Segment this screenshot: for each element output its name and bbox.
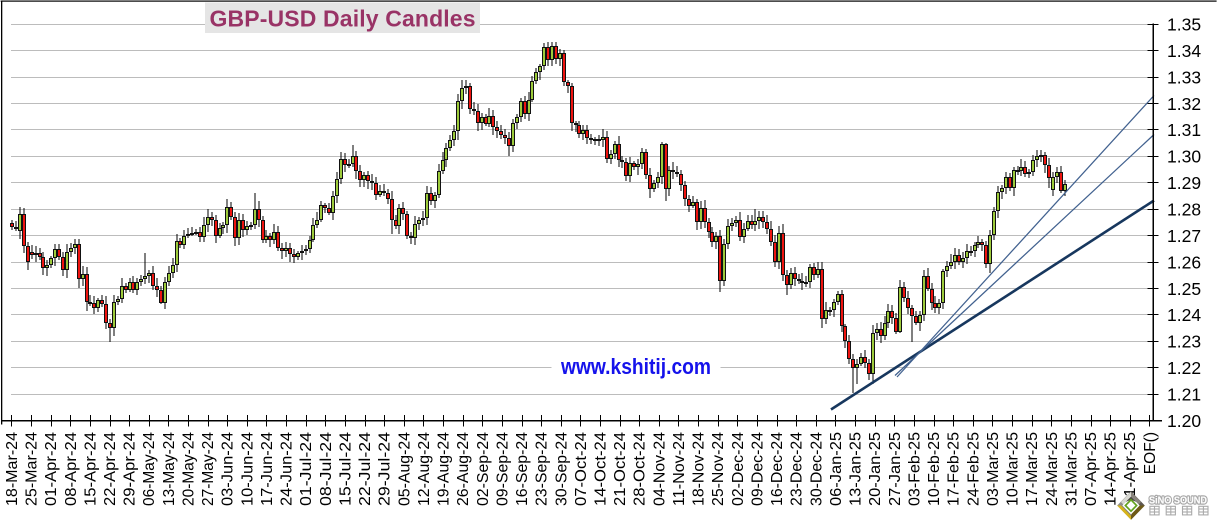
svg-text:17-Jun-24: 17-Jun-24 bbox=[259, 432, 276, 506]
svg-text:20-May-24: 20-May-24 bbox=[180, 432, 197, 506]
svg-text:1.32: 1.32 bbox=[1167, 94, 1201, 114]
svg-text:28-Oct-24: 28-Oct-24 bbox=[632, 432, 649, 506]
svg-text:1.22: 1.22 bbox=[1167, 358, 1201, 378]
svg-text:1.20: 1.20 bbox=[1167, 411, 1201, 431]
svg-text:19-Aug-24: 19-Aug-24 bbox=[436, 432, 453, 506]
svg-text:SiNO SOUND: SiNO SOUND bbox=[1149, 494, 1207, 506]
svg-text:1.31: 1.31 bbox=[1167, 120, 1201, 140]
svg-text:02-Sep-24: 02-Sep-24 bbox=[475, 432, 492, 506]
svg-text:13-May-24: 13-May-24 bbox=[161, 432, 178, 506]
svg-text:22-Apr-24: 22-Apr-24 bbox=[102, 432, 119, 506]
svg-text:07-Apr-25: 07-Apr-25 bbox=[1083, 432, 1100, 506]
svg-text:25-Mar-24: 25-Mar-24 bbox=[24, 432, 41, 506]
svg-text:10-Feb-25: 10-Feb-25 bbox=[926, 432, 943, 506]
svg-text:1.27: 1.27 bbox=[1167, 226, 1201, 246]
svg-text:23-Dec-24: 23-Dec-24 bbox=[789, 432, 806, 506]
svg-text:1.33: 1.33 bbox=[1167, 67, 1201, 87]
svg-text:06-May-24: 06-May-24 bbox=[141, 432, 158, 506]
svg-text:03-Mar-25: 03-Mar-25 bbox=[985, 432, 1002, 506]
svg-text:24-Feb-25: 24-Feb-25 bbox=[965, 432, 982, 506]
svg-text:1.34: 1.34 bbox=[1167, 41, 1201, 61]
svg-text:10-Mar-25: 10-Mar-25 bbox=[1005, 432, 1022, 506]
svg-text:24-Mar-25: 24-Mar-25 bbox=[1044, 432, 1061, 506]
svg-text:23-Sep-24: 23-Sep-24 bbox=[534, 432, 551, 506]
svg-text:EOF(): EOF() bbox=[1142, 432, 1159, 474]
svg-text:SiNO SOUND: SiNO SOUND bbox=[1149, 494, 1207, 506]
svg-text:14-Apr-25: 14-Apr-25 bbox=[1103, 432, 1120, 506]
svg-text:1.21: 1.21 bbox=[1167, 385, 1201, 405]
svg-text:09-Dec-24: 09-Dec-24 bbox=[749, 432, 766, 506]
svg-text:1.23: 1.23 bbox=[1167, 332, 1201, 352]
svg-text:17-Feb-25: 17-Feb-25 bbox=[946, 432, 963, 506]
svg-text:1.28: 1.28 bbox=[1167, 200, 1201, 220]
svg-text:13-Jan-25: 13-Jan-25 bbox=[848, 432, 865, 506]
svg-text:21-Oct-24: 21-Oct-24 bbox=[612, 432, 629, 506]
svg-text:03-Jun-24: 03-Jun-24 bbox=[220, 432, 237, 506]
svg-text:01-Jul-24: 01-Jul-24 bbox=[298, 432, 315, 506]
svg-text:08-Jul-24: 08-Jul-24 bbox=[318, 432, 335, 506]
svg-text:09-Sep-24: 09-Sep-24 bbox=[494, 432, 511, 506]
svg-text:12-Aug-24: 12-Aug-24 bbox=[416, 432, 433, 506]
svg-text:1.24: 1.24 bbox=[1167, 305, 1201, 325]
svg-text:22-Jul-24: 22-Jul-24 bbox=[357, 432, 374, 506]
svg-text:05-Aug-24: 05-Aug-24 bbox=[396, 432, 413, 506]
svg-text:16-Sep-24: 16-Sep-24 bbox=[514, 432, 531, 506]
svg-text:06-Jan-25: 06-Jan-25 bbox=[828, 432, 845, 506]
svg-text:18-Mar-24: 18-Mar-24 bbox=[4, 432, 21, 506]
svg-text:1.29: 1.29 bbox=[1167, 173, 1201, 193]
svg-text:1.26: 1.26 bbox=[1167, 252, 1201, 272]
svg-text:15-Jul-24: 15-Jul-24 bbox=[337, 432, 354, 506]
svg-text:GBP-USD Daily Candles: GBP-USD Daily Candles bbox=[210, 5, 476, 31]
svg-text:18-Nov-24: 18-Nov-24 bbox=[691, 432, 708, 506]
svg-text:20-Jan-25: 20-Jan-25 bbox=[867, 432, 884, 506]
svg-text:26-Aug-24: 26-Aug-24 bbox=[455, 432, 472, 506]
svg-text:17-Mar-25: 17-Mar-25 bbox=[1024, 432, 1041, 506]
svg-text:14-Oct-24: 14-Oct-24 bbox=[593, 432, 610, 506]
svg-text:1.35: 1.35 bbox=[1167, 15, 1201, 35]
svg-text:30-Dec-24: 30-Dec-24 bbox=[808, 432, 825, 506]
svg-text:02-Dec-24: 02-Dec-24 bbox=[730, 432, 747, 506]
svg-text:1.30: 1.30 bbox=[1167, 147, 1201, 167]
svg-text:11-Nov-24: 11-Nov-24 bbox=[671, 432, 688, 506]
svg-text:07-Oct-24: 07-Oct-24 bbox=[573, 432, 590, 506]
svg-text:03-Feb-25: 03-Feb-25 bbox=[906, 432, 923, 506]
svg-text:27-May-24: 27-May-24 bbox=[200, 432, 217, 506]
svg-text:21-Apr-25: 21-Apr-25 bbox=[1122, 432, 1139, 506]
svg-text:08-Apr-24: 08-Apr-24 bbox=[63, 432, 80, 506]
svg-text:25-Nov-24: 25-Nov-24 bbox=[710, 432, 727, 506]
svg-text:04-Nov-24: 04-Nov-24 bbox=[651, 432, 668, 506]
svg-text:29-Jul-24: 29-Jul-24 bbox=[377, 432, 394, 506]
svg-text:29-Apr-24: 29-Apr-24 bbox=[122, 432, 139, 506]
svg-text:27-Jan-25: 27-Jan-25 bbox=[887, 432, 904, 506]
svg-text:24-Jun-24: 24-Jun-24 bbox=[279, 432, 296, 506]
svg-text:30-Sep-24: 30-Sep-24 bbox=[553, 432, 570, 506]
svg-text:16-Dec-24: 16-Dec-24 bbox=[769, 432, 786, 506]
svg-text:10-Jun-24: 10-Jun-24 bbox=[239, 432, 256, 506]
svg-text:15-Apr-24: 15-Apr-24 bbox=[82, 432, 99, 506]
svg-text:1.25: 1.25 bbox=[1167, 279, 1201, 299]
svg-text:01-Apr-24: 01-Apr-24 bbox=[43, 432, 60, 506]
svg-text:31-Mar-25: 31-Mar-25 bbox=[1063, 432, 1080, 506]
svg-text:www.kshitij.com: www.kshitij.com bbox=[560, 354, 711, 379]
